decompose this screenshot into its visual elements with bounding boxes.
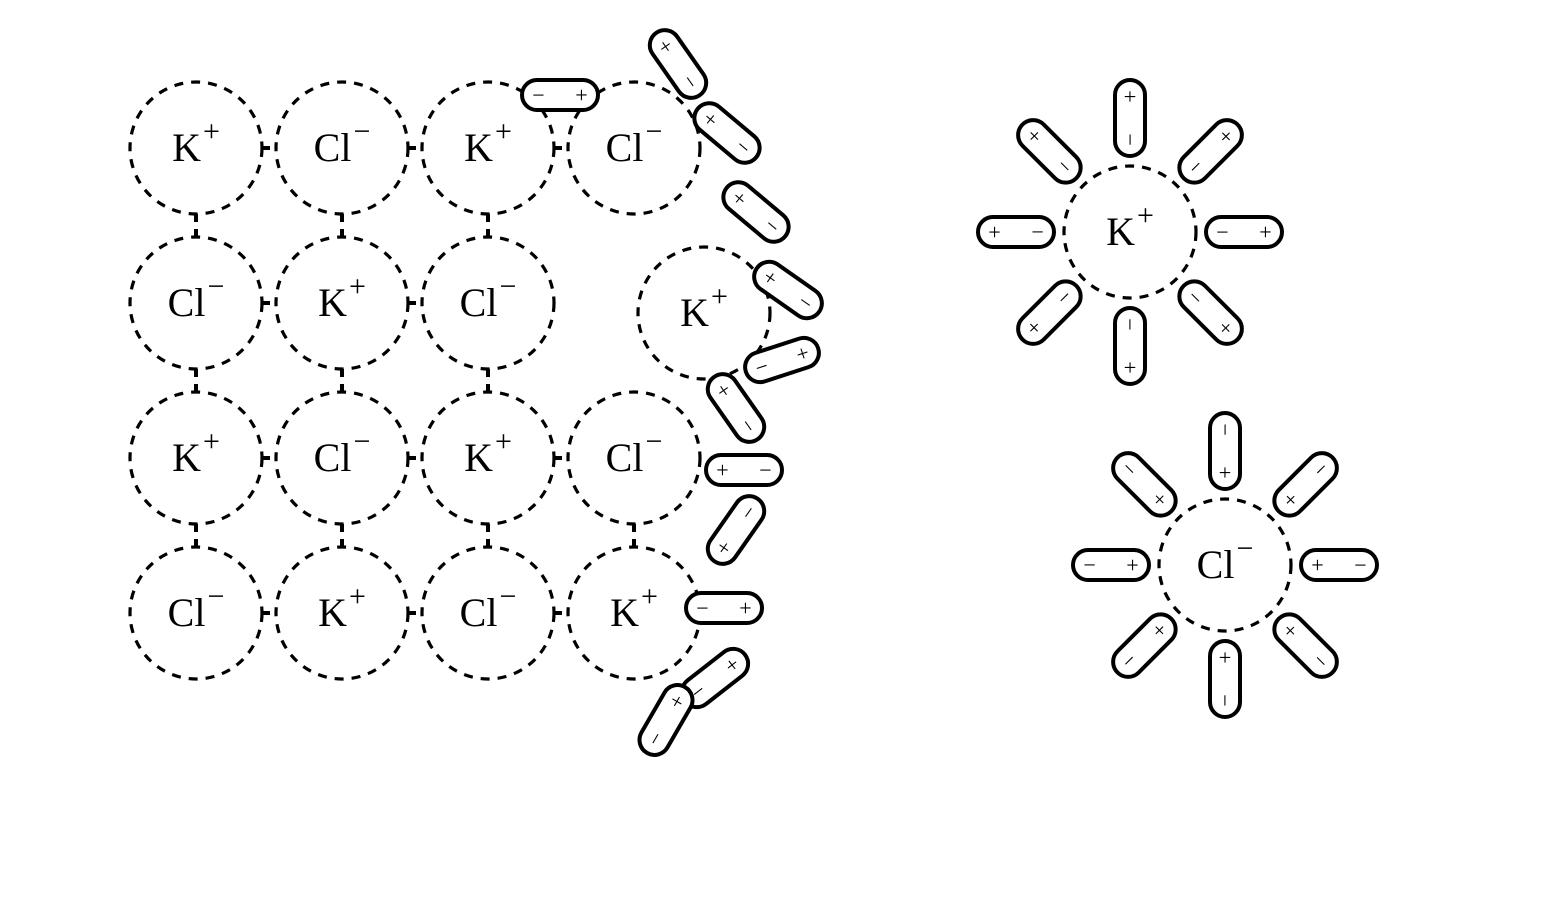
water-dipole: +− <box>1268 447 1343 522</box>
water-dipole: −+ <box>1115 308 1145 384</box>
svg-text:+: + <box>1213 651 1238 663</box>
chloride-ion: Cl− <box>130 237 262 369</box>
svg-text:−: − <box>532 83 544 108</box>
potassium-ion: K+ <box>568 547 700 679</box>
svg-text:+: + <box>716 458 728 483</box>
ion-label: Cl− <box>168 580 225 635</box>
dissolution-diagram: K+Cl−K+Cl−Cl−K+Cl−K+K+Cl−K+Cl−Cl−K+Cl−K+… <box>0 0 1561 915</box>
svg-text:−: − <box>1213 423 1238 435</box>
water-dipole: +− <box>1073 550 1149 580</box>
ion-label: Cl− <box>460 580 517 635</box>
water-dipole: −+ <box>1012 275 1087 350</box>
svg-text:+: + <box>1213 466 1238 478</box>
water-dipole: −+ <box>634 680 698 761</box>
water-dipole: +− <box>1268 608 1343 683</box>
ion-label: Cl− <box>606 115 663 170</box>
chloride-ion: Cl− <box>422 547 554 679</box>
water-dipole: −+ <box>1012 114 1087 189</box>
svg-text:+: + <box>575 83 587 108</box>
water-dipole: +− <box>1210 641 1240 717</box>
ion-label: K+ <box>680 280 728 335</box>
water-dipole: −+ <box>1115 80 1145 156</box>
water-dipole: −+ <box>1173 275 1248 350</box>
svg-text:+: + <box>988 220 1000 245</box>
chloride-ion: Cl− <box>130 547 262 679</box>
svg-text:+: + <box>739 596 751 621</box>
ion-label: Cl− <box>1197 532 1254 587</box>
ion-label: K+ <box>1106 199 1154 254</box>
svg-text:+: + <box>1118 361 1143 373</box>
water-dipole: +− <box>702 490 770 569</box>
water-dipole: −+ <box>741 334 823 386</box>
water-dipole: +− <box>1107 447 1182 522</box>
water-dipole: +− <box>644 24 712 103</box>
water-dipole: −+ <box>686 593 762 623</box>
chloride-ion: Cl− <box>276 82 408 214</box>
lattice-edge-dipoles: −++−+−+−+−−++−+−+−−+−+−+ <box>522 24 828 760</box>
crystal-lattice: K+ Cl− K+ Cl− Cl− K+ Cl− K+ K+ Cl− K+ Cl− Cl− K+ Cl− K+ <box>130 82 770 679</box>
ion-label: Cl− <box>314 425 371 480</box>
water-dipole: +− <box>1210 413 1240 489</box>
ion-label: K+ <box>610 580 658 635</box>
svg-text:+: + <box>1259 220 1271 245</box>
svg-text:+: + <box>1118 90 1143 102</box>
svg-text:+: + <box>1126 553 1138 578</box>
potassium-ion: K+ <box>1064 166 1196 298</box>
water-dipole: −+ <box>522 80 598 110</box>
chloride-ion: Cl− <box>422 237 554 369</box>
ion-label: K+ <box>464 115 512 170</box>
solvated-ion: +−+−+−+−+−+−+−+−Cl− <box>1073 413 1377 717</box>
svg-text:−: − <box>1354 553 1366 578</box>
svg-text:−: − <box>1118 318 1143 330</box>
water-dipole: +− <box>1301 550 1377 580</box>
chloride-ion: Cl− <box>568 392 700 524</box>
ion-label: K+ <box>464 425 512 480</box>
ion-label: Cl− <box>606 425 663 480</box>
potassium-ion: K+ <box>276 547 408 679</box>
potassium-ion: K+ <box>276 237 408 369</box>
svg-text:−: − <box>1216 220 1228 245</box>
water-dipole: −+ <box>1206 217 1282 247</box>
svg-text:−: − <box>759 458 771 483</box>
svg-text:−: − <box>1083 553 1095 578</box>
ion-label: Cl− <box>314 115 371 170</box>
solvated-ion: −+−+−+−+−+−+−+−+K+ <box>978 80 1282 384</box>
ion-label: Cl− <box>168 270 225 325</box>
water-dipole: +− <box>706 455 782 485</box>
potassium-ion: K+ <box>130 82 262 214</box>
chloride-ion: Cl− <box>1159 499 1291 631</box>
svg-text:+: + <box>1311 553 1323 578</box>
potassium-ion: K+ <box>130 392 262 524</box>
water-dipole: +− <box>748 256 827 324</box>
water-dipole: −+ <box>978 217 1054 247</box>
ion-label: K+ <box>172 425 220 480</box>
ion-label: Cl− <box>460 270 517 325</box>
chloride-ion: Cl− <box>276 392 408 524</box>
water-dipole: −+ <box>1173 114 1248 189</box>
water-dipole: +− <box>717 176 795 248</box>
ion-label: K+ <box>318 580 366 635</box>
water-dipole: +− <box>1107 608 1182 683</box>
svg-text:−: − <box>1118 133 1143 145</box>
svg-text:−: − <box>1031 220 1043 245</box>
svg-text:−: − <box>696 596 708 621</box>
potassium-ion: K+ <box>422 392 554 524</box>
svg-text:−: − <box>1213 694 1238 706</box>
ion-label: K+ <box>318 270 366 325</box>
ion-label: K+ <box>172 115 220 170</box>
